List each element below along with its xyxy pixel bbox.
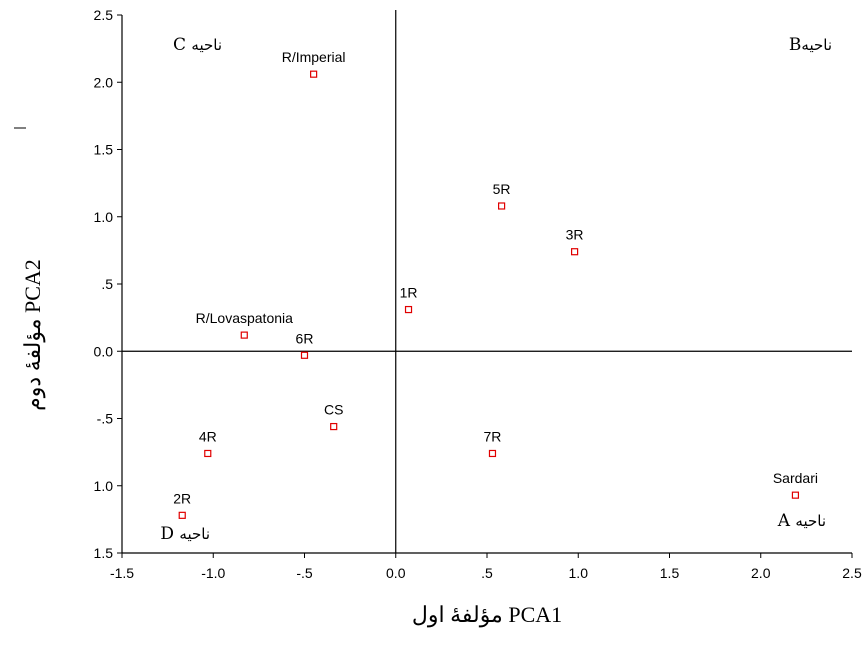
region-letter: B — [789, 35, 802, 55]
region-label-c: C ناحیه — [173, 35, 222, 55]
data-point — [310, 70, 318, 78]
y-axis-title: مؤلفۀ دوم PCA2 — [20, 259, 46, 411]
y-tick-label: 1.0 — [94, 209, 114, 225]
y-tick-label: 2.0 — [94, 74, 114, 90]
y-tick-label: 2.5 — [94, 7, 114, 23]
y-tick-label: 0.0 — [94, 343, 114, 359]
x-tick-label: 0.0 — [386, 565, 406, 581]
x-tick-label: 2.0 — [751, 565, 771, 581]
x-tick-label: 2.5 — [842, 565, 862, 581]
x-tick-label: -1.5 — [110, 565, 134, 581]
data-point — [404, 305, 413, 314]
data-point — [791, 491, 800, 499]
region-word: ناحیه — [191, 36, 222, 54]
region-word: ناحیه — [179, 525, 210, 543]
data-point — [498, 202, 506, 210]
region-letter: D — [160, 524, 174, 544]
point-label: Sardari — [773, 470, 818, 486]
point-label: 1R — [400, 285, 418, 301]
y-tick-label: 1.5 — [94, 142, 114, 158]
data-point — [240, 331, 248, 339]
x-tick-label: -.5 — [296, 565, 313, 581]
data-point — [488, 449, 497, 458]
point-label: R/Lovaspatonia — [196, 310, 294, 326]
y-tick-label: 1.0 — [94, 478, 114, 494]
x-tick-label: -1.0 — [201, 565, 225, 581]
point-label: 2R — [173, 490, 191, 506]
y-tick-label: .5 — [101, 276, 113, 292]
y-tick-label: 1.5 — [94, 545, 114, 561]
region-label-b: Bناحیه — [789, 35, 832, 55]
x-tick-label: 1.5 — [660, 565, 680, 581]
region-label-d: D ناحیه — [160, 524, 210, 544]
x-axis-title: مؤلفۀ اول PCA1 — [412, 602, 562, 628]
region-word: ناحیه — [795, 512, 826, 530]
region-letter: C — [173, 35, 186, 55]
region-word: ناحیه — [801, 36, 832, 54]
x-tick-label: 1.0 — [569, 565, 589, 581]
point-label: 5R — [493, 181, 511, 197]
data-point — [330, 422, 338, 431]
region-letter: A — [777, 511, 791, 531]
point-label: 3R — [566, 227, 584, 243]
region-label-a: A ناحیه — [777, 511, 826, 531]
point-label: CS — [324, 402, 343, 418]
data-point — [178, 511, 186, 519]
point-label: R/Imperial — [282, 49, 346, 65]
point-label: 7R — [484, 428, 502, 444]
data-point — [300, 351, 309, 359]
x-tick-label: .5 — [481, 565, 493, 581]
y-tick-label: -.5 — [97, 411, 114, 427]
point-label: 4R — [199, 428, 217, 444]
point-label: 6R — [296, 330, 314, 346]
data-point — [204, 449, 212, 458]
data-point — [570, 248, 579, 256]
